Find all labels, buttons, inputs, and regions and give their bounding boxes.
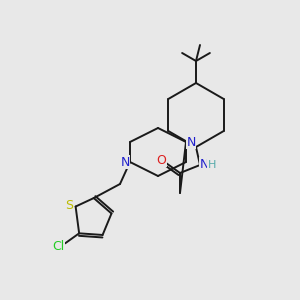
Text: N: N <box>199 158 209 170</box>
Text: H: H <box>208 160 216 170</box>
Text: Cl: Cl <box>52 240 64 253</box>
Text: O: O <box>156 154 166 166</box>
Text: N: N <box>186 136 196 148</box>
Text: N: N <box>120 155 130 169</box>
Text: S: S <box>66 199 74 212</box>
